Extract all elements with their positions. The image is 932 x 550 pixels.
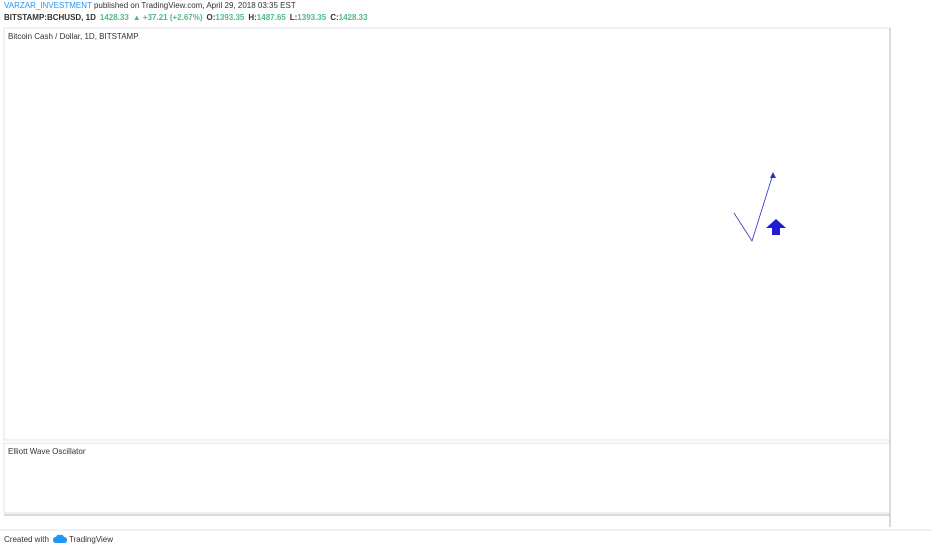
- author[interactable]: VARZAR_INVESTMENT: [4, 1, 92, 10]
- projection-arrowhead: [770, 172, 776, 178]
- ohlc-value: 1428.33: [339, 13, 368, 22]
- last-price: 1428.33: [100, 13, 129, 22]
- symbol: BITSTAMP:BCHUSD, 1D: [4, 13, 96, 22]
- header-line: VARZAR_INVESTMENT published on TradingVi…: [4, 1, 296, 10]
- ohlc-label: C:: [330, 13, 338, 22]
- ohlc-value: 1393.35: [297, 13, 326, 22]
- ohlc-label: O:: [207, 13, 216, 22]
- symbol-line: BITSTAMP:BCHUSD, 1D 1428.33 ▲ +37.21 (+2.6…: [4, 13, 368, 22]
- footer-brand[interactable]: TradingView: [69, 535, 113, 544]
- ohlc-value: 1393.35: [215, 13, 244, 22]
- pane-title: Bitcoin Cash / Dollar, 1D, BITSTAMP: [8, 32, 139, 41]
- up-arrow: [766, 219, 786, 235]
- ohlc-label: H:: [248, 13, 256, 22]
- change: ▲ +37.21 (+2.67%): [133, 13, 203, 22]
- tradingview-logo: [53, 534, 67, 543]
- footer-created: Created with: [4, 535, 49, 544]
- ohlc-label: L:: [290, 13, 298, 22]
- projection-path: [733, 173, 774, 242]
- ohlc-value: 1487.65: [257, 13, 286, 22]
- published: published on TradingView.com, April 29, …: [92, 1, 296, 10]
- oscillator-title: Elliott Wave Oscillator: [8, 447, 86, 456]
